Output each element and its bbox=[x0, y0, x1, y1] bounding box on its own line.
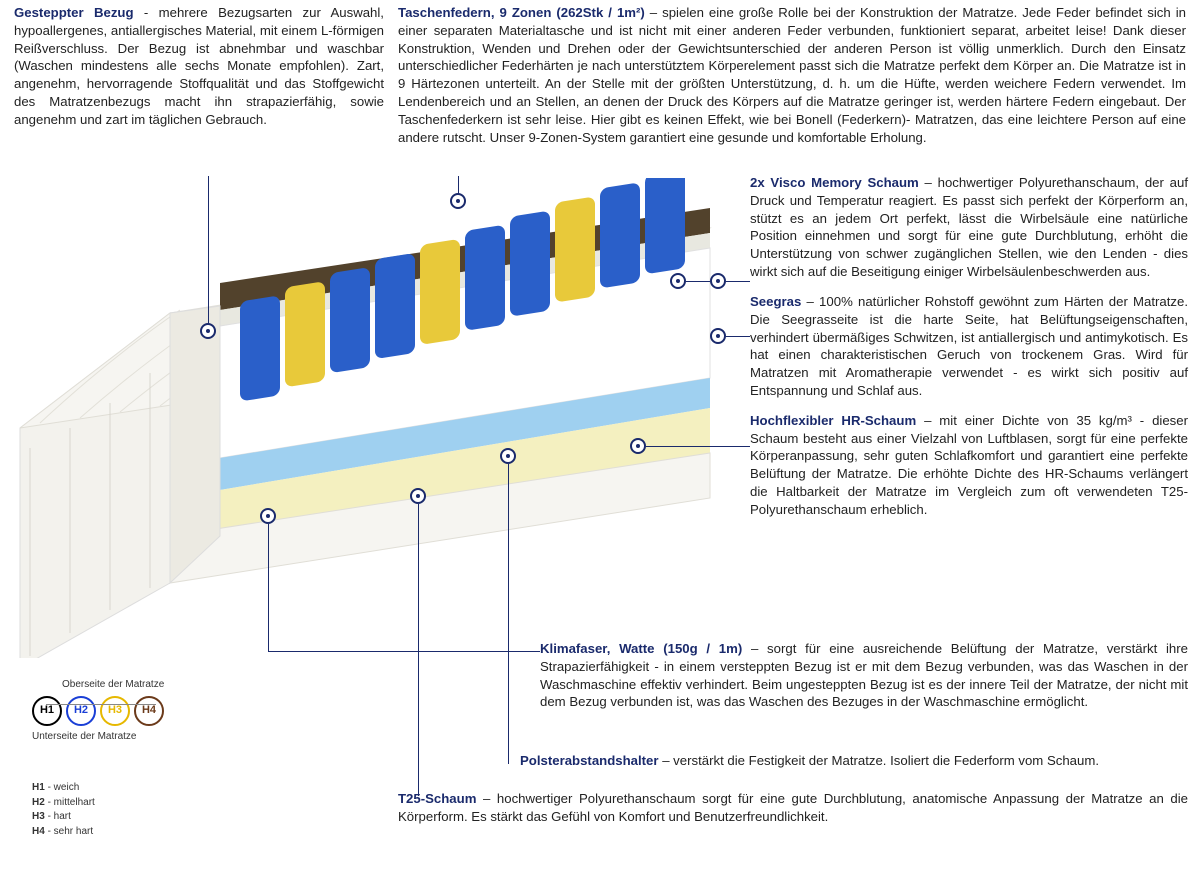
hardness-def-row: H3 - hart bbox=[32, 810, 164, 824]
mattress-svg bbox=[10, 178, 740, 658]
cover-text: - mehrere Bezugsarten zur Auswahl, hypoa… bbox=[14, 5, 384, 127]
hardness-def-row: H2 - mittelhart bbox=[32, 796, 164, 810]
springs-title: Taschenfedern, 9 Zonen (262Stk / 1m²) bbox=[398, 5, 645, 20]
marker-polster bbox=[500, 448, 516, 464]
hardness-def-row: H1 - weich bbox=[32, 781, 164, 795]
visco-text: – hochwertiger Polyurethanschaum, der au… bbox=[750, 175, 1188, 279]
marker-seegras bbox=[710, 328, 726, 344]
springs-text: – spielen eine große Rolle bei der Konst… bbox=[398, 5, 1186, 145]
hardness-circle: H2 bbox=[66, 696, 96, 726]
hardness-circles-row: H1H2H3H4 bbox=[32, 696, 164, 726]
hr-text: – mit einer Dichte von 35 kg/m³ - dieser… bbox=[750, 413, 1188, 517]
hardness-defs: H1 - weichH2 - mittelhartH3 - hartH4 - s… bbox=[32, 781, 164, 838]
hardness-circle: H4 bbox=[134, 696, 164, 726]
seegras-title: Seegras bbox=[750, 294, 801, 309]
visco-title: 2x Visco Memory Schaum bbox=[750, 175, 919, 190]
t25-block: T25-Schaum – hochwertiger Polyurethansch… bbox=[398, 790, 1188, 826]
t25-text: – hochwertiger Polyurethanschaum sorgt f… bbox=[398, 791, 1188, 824]
marker-visco-a bbox=[670, 273, 686, 289]
polster-title: Polsterabstandshalter bbox=[520, 753, 659, 768]
hardness-circle: H1 bbox=[32, 696, 62, 726]
hr-title: Hochflexibler HR-Schaum bbox=[750, 413, 916, 428]
marker-visco-b bbox=[710, 273, 726, 289]
cover-description-block: Gesteppter Bezug - mehrere Bezugsarten z… bbox=[14, 4, 384, 147]
seegras-text: – 100% natürlicher Rohstoff gewöhnt zum … bbox=[750, 294, 1188, 398]
mattress-diagram bbox=[10, 168, 740, 668]
hardness-legend: Oberseite der Matratze H1H2H3H4 Untersei… bbox=[32, 678, 164, 839]
visco-block: 2x Visco Memory Schaum – hochwertiger Po… bbox=[750, 174, 1188, 281]
hardness-def-row: H4 - sehr hart bbox=[32, 825, 164, 839]
top-side-label: Oberseite der Matratze bbox=[62, 678, 164, 692]
marker-t25 bbox=[410, 488, 426, 504]
t25-title: T25-Schaum bbox=[398, 791, 476, 806]
polster-text: – verstärkt die Festigkeit der Matratze.… bbox=[662, 753, 1099, 768]
marker-cover bbox=[200, 323, 216, 339]
marker-klima bbox=[260, 508, 276, 524]
hardness-circle: H3 bbox=[100, 696, 130, 726]
springs-description-block: Taschenfedern, 9 Zonen (262Stk / 1m²) – … bbox=[398, 4, 1186, 147]
marker-hr bbox=[630, 438, 646, 454]
marker-springs bbox=[450, 193, 466, 209]
cover-title: Gesteppter Bezug bbox=[14, 5, 134, 20]
hr-block: Hochflexibler HR-Schaum – mit einer Dich… bbox=[750, 412, 1188, 519]
bottom-side-label: Unterseite der Matratze bbox=[32, 730, 164, 744]
seegras-block: Seegras – 100% natürlicher Rohstoff gewö… bbox=[750, 293, 1188, 400]
polster-block: Polsterabstandshalter – verstärkt die Fe… bbox=[520, 752, 1188, 770]
